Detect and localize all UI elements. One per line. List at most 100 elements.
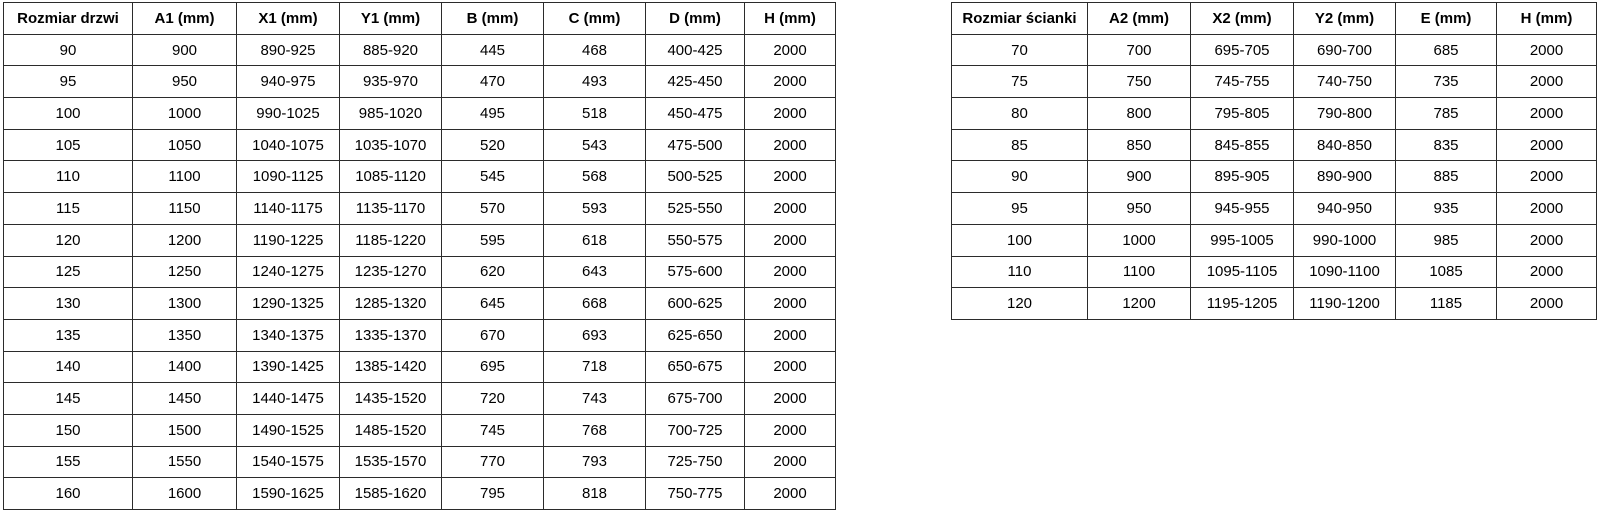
table-cell: 550-575 (645, 223, 745, 257)
table-cell: 90 (3, 33, 133, 67)
table-cell: 125 (3, 255, 133, 289)
table-cell: 940-975 (236, 65, 340, 99)
table-cell: 2000 (1496, 97, 1597, 130)
table-row: 120 1200 1195-1205 1190-1200 1185 2000 (951, 287, 1597, 320)
table-cell: 2000 (744, 413, 836, 447)
table-cell: 1485-1520 (339, 413, 442, 447)
table-cell: 1085 (1395, 255, 1497, 289)
table-cell: 1195-1205 (1190, 287, 1294, 320)
table-cell: 818 (543, 477, 646, 510)
table-cell: 725-750 (645, 445, 745, 479)
table-cell: 95 (3, 65, 133, 99)
header-row: Rozmiar ścianki A2 (mm) X2 (mm) Y2 (mm) E (m… (951, 2, 1597, 35)
table-cell: 120 (3, 223, 133, 257)
table-row: 120 1200 1190-1225 1185-1220 595 618 550-575 20… (3, 223, 836, 257)
table-cell: 1340-1375 (236, 318, 340, 352)
table-cell: 670 (441, 318, 544, 352)
table-cell: 985-1020 (339, 97, 442, 130)
table-cell: 1100 (132, 160, 237, 194)
table-row: 85 850 845-855 840-850 835 2000 (951, 128, 1597, 162)
table-cell: 1335-1370 (339, 318, 442, 352)
table-cell: 593 (543, 192, 646, 225)
table-cell: 1200 (1087, 287, 1191, 320)
table-cell: 135 (3, 318, 133, 352)
table-cell: 570 (441, 192, 544, 225)
table-cell: 750 (1087, 65, 1191, 99)
table-cell: 1500 (132, 413, 237, 447)
table-cell: 100 (3, 97, 133, 130)
table-cell: 935-970 (339, 65, 442, 99)
table-cell: 80 (951, 97, 1088, 130)
table-cell: 2000 (1496, 223, 1597, 257)
table-cell: 493 (543, 65, 646, 99)
table-cell: 95 (951, 192, 1088, 225)
column-header: A2 (mm) (1087, 2, 1191, 35)
table-cell: 75 (951, 65, 1088, 99)
table-cell: 500-525 (645, 160, 745, 194)
table-cell: 90 (951, 160, 1088, 194)
door-table-header: Rozmiar drzwi A1 (mm) X1 (mm) Y1 (mm) B (mm)… (3, 2, 836, 35)
column-header: H (mm) (744, 2, 836, 35)
column-header: H (mm) (1496, 2, 1597, 35)
table-cell: 940-950 (1293, 192, 1396, 225)
table-cell: 140 (3, 350, 133, 384)
table-cell: 695 (441, 350, 544, 384)
table-cell: 2000 (744, 128, 836, 162)
table-cell: 735 (1395, 65, 1497, 99)
table-cell: 995-1005 (1190, 223, 1294, 257)
table-cell: 2000 (744, 223, 836, 257)
table-cell: 690-700 (1293, 33, 1396, 67)
table-cell: 740-750 (1293, 65, 1396, 99)
table-cell: 425-450 (645, 65, 745, 99)
table-cell: 840-850 (1293, 128, 1396, 162)
table-cell: 800 (1087, 97, 1191, 130)
table-cell: 2000 (1496, 160, 1597, 194)
table-cell: 1100 (1087, 255, 1191, 289)
table-cell: 768 (543, 413, 646, 447)
table-cell: 693 (543, 318, 646, 352)
table-cell: 650-675 (645, 350, 745, 384)
table-cell: 1490-1525 (236, 413, 340, 447)
table-cell: 1000 (132, 97, 237, 130)
column-header: B (mm) (441, 2, 544, 35)
table-row: 105 1050 1040-1075 1035-1070 520 543 475-500 20… (3, 128, 836, 162)
table-cell: 2000 (744, 382, 836, 415)
door-size-table: Rozmiar drzwi A1 (mm) X1 (mm) Y1 (mm) B (mm)… (3, 2, 836, 510)
table-cell: 100 (951, 223, 1088, 257)
table-cell: 400-425 (645, 33, 745, 67)
table-cell: 900 (1087, 160, 1191, 194)
table-cell: 985 (1395, 223, 1497, 257)
table-cell: 160 (3, 477, 133, 510)
table-cell: 1150 (132, 192, 237, 225)
table-cell: 475-500 (645, 128, 745, 162)
table-cell: 110 (951, 255, 1088, 289)
table-cell: 2000 (744, 318, 836, 352)
table-cell: 1290-1325 (236, 287, 340, 320)
table-cell: 2000 (1496, 33, 1597, 67)
table-cell: 835 (1395, 128, 1497, 162)
table-cell: 1350 (132, 318, 237, 352)
table-cell: 793 (543, 445, 646, 479)
wall-size-table: Rozmiar ścianki A2 (mm) X2 (mm) Y2 (mm) E (m… (951, 2, 1597, 320)
table-cell: 885-920 (339, 33, 442, 67)
table-cell: 115 (3, 192, 133, 225)
table-cell: 770 (441, 445, 544, 479)
wall-table-header: Rozmiar ścianki A2 (mm) X2 (mm) Y2 (mm) E (m… (951, 2, 1597, 35)
table-cell: 2000 (1496, 255, 1597, 289)
table-cell: 1540-1575 (236, 445, 340, 479)
table-cell: 1235-1270 (339, 255, 442, 289)
table-cell: 1135-1170 (339, 192, 442, 225)
table-cell: 518 (543, 97, 646, 130)
table-row: 75 750 745-755 740-750 735 2000 (951, 65, 1597, 99)
table-cell: 700 (1087, 33, 1191, 67)
table-cell: 885 (1395, 160, 1497, 194)
table-cell: 120 (951, 287, 1088, 320)
table-cell: 130 (3, 287, 133, 320)
table-cell: 2000 (744, 477, 836, 510)
table-row: 130 1300 1290-1325 1285-1320 645 668 600-625 20… (3, 287, 836, 320)
table-cell: 795-805 (1190, 97, 1294, 130)
table-cell: 1190-1200 (1293, 287, 1396, 320)
table-cell: 643 (543, 255, 646, 289)
table-cell: 568 (543, 160, 646, 194)
table-cell: 1050 (132, 128, 237, 162)
